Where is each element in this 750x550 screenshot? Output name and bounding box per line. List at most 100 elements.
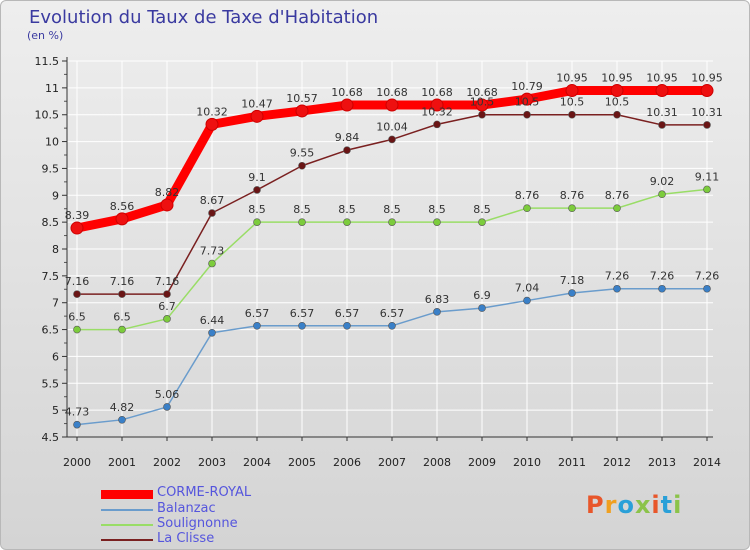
x-tick-label: 2013 xyxy=(648,456,676,469)
data-label: 7.73 xyxy=(200,245,225,258)
data-point xyxy=(343,218,351,226)
data-point xyxy=(568,204,576,212)
data-label: 7.18 xyxy=(560,274,585,287)
x-tick-label: 2002 xyxy=(153,456,181,469)
data-label: 8.5 xyxy=(338,203,356,216)
data-label: 10.31 xyxy=(646,106,678,119)
data-point xyxy=(295,104,309,118)
data-label: 6.57 xyxy=(245,307,270,320)
data-label: 10.32 xyxy=(196,105,228,118)
y-tick-label: 11.5 xyxy=(35,55,60,68)
data-label: 7.26 xyxy=(605,270,630,283)
data-point xyxy=(70,221,84,235)
data-label: 6.83 xyxy=(425,293,450,306)
y-tick-label: 8 xyxy=(52,243,59,256)
y-tick-label: 9.5 xyxy=(42,162,60,175)
data-label: 6.5 xyxy=(68,311,86,324)
y-tick-label: 6.5 xyxy=(42,324,60,337)
data-point xyxy=(253,186,261,194)
data-point xyxy=(160,198,174,212)
x-tick-label: 2003 xyxy=(198,456,226,469)
data-point xyxy=(523,296,531,305)
data-label: 6.9 xyxy=(473,289,491,302)
data-point xyxy=(478,304,486,312)
x-tick-label: 2004 xyxy=(243,456,271,469)
data-point xyxy=(73,325,81,334)
data-label: 7.16 xyxy=(110,275,135,288)
data-label: 10.68 xyxy=(331,86,363,99)
data-point xyxy=(298,218,306,226)
data-point xyxy=(433,120,441,129)
legend-label: Soulignonne xyxy=(157,516,238,531)
data-label: 4.82 xyxy=(110,401,135,414)
data-point xyxy=(163,290,171,298)
data-label: 9.55 xyxy=(290,147,315,160)
y-tick-label: 8.5 xyxy=(42,216,60,229)
data-label: 4.73 xyxy=(65,406,90,419)
data-label: 10.5 xyxy=(605,96,630,109)
y-tick-label: 11 xyxy=(45,82,59,95)
data-label: 10.04 xyxy=(376,120,408,133)
y-tick-label: 7 xyxy=(52,297,59,310)
data-point xyxy=(208,209,216,217)
data-label: 10.31 xyxy=(691,106,723,119)
x-tick-label: 2014 xyxy=(693,456,721,469)
data-point xyxy=(430,98,444,112)
data-point xyxy=(520,92,534,106)
chart-title: Evolution du Taux de Taxe d'Habitation xyxy=(29,7,379,28)
data-point xyxy=(475,98,489,112)
x-tick-label: 2009 xyxy=(468,456,496,469)
data-label: 7.26 xyxy=(695,270,720,283)
data-point xyxy=(433,308,441,316)
data-point xyxy=(73,420,81,429)
data-label: 8.39 xyxy=(65,209,90,222)
data-label: 10.68 xyxy=(376,86,408,99)
data-label: 6.57 xyxy=(290,307,315,320)
data-point xyxy=(568,289,576,297)
legend-swatch xyxy=(101,524,153,526)
data-label: 6.57 xyxy=(380,307,405,320)
data-label: 8.67 xyxy=(200,194,225,207)
data-label: 9.84 xyxy=(335,131,360,144)
data-label: 7.26 xyxy=(650,270,675,283)
data-label: 10.68 xyxy=(466,86,498,99)
x-tick-label: 2006 xyxy=(333,456,361,469)
data-label: 6.7 xyxy=(158,300,176,313)
data-point xyxy=(163,315,171,323)
data-point xyxy=(208,328,216,337)
data-point xyxy=(343,322,351,330)
x-tick-label: 2012 xyxy=(603,456,631,469)
data-point xyxy=(205,117,219,131)
data-point xyxy=(118,416,126,424)
y-tick-label: 7.5 xyxy=(42,270,60,283)
chart-subtitle: (en %) xyxy=(27,29,64,42)
data-point xyxy=(658,284,666,293)
data-label: 10.95 xyxy=(691,72,723,85)
data-point xyxy=(523,110,531,119)
data-point xyxy=(703,284,711,293)
data-point xyxy=(298,322,306,330)
data-label: 6.44 xyxy=(200,314,225,327)
data-label: 7.16 xyxy=(65,275,90,288)
data-point xyxy=(250,109,264,123)
data-point xyxy=(610,84,624,98)
data-label: 10.95 xyxy=(556,72,588,85)
data-label: 8.5 xyxy=(248,203,266,216)
data-label: 10.95 xyxy=(601,72,633,85)
data-point xyxy=(388,322,396,330)
data-point xyxy=(703,121,711,129)
legend-swatch xyxy=(101,539,153,541)
data-point xyxy=(388,135,396,144)
data-label: 10.47 xyxy=(241,97,273,110)
data-label: 8.82 xyxy=(155,186,180,199)
data-label: 7.16 xyxy=(155,275,180,288)
data-point xyxy=(163,403,171,411)
data-point xyxy=(385,98,399,112)
data-label: 10.57 xyxy=(286,92,318,105)
data-label: 10.79 xyxy=(511,80,543,93)
data-label: 10.68 xyxy=(421,86,453,99)
data-point xyxy=(523,204,531,212)
data-labels: 4.73 4.82 5.06 6.44 6.57 6.57 6.57 6.57 6.83 6.9 7… xyxy=(65,72,723,419)
